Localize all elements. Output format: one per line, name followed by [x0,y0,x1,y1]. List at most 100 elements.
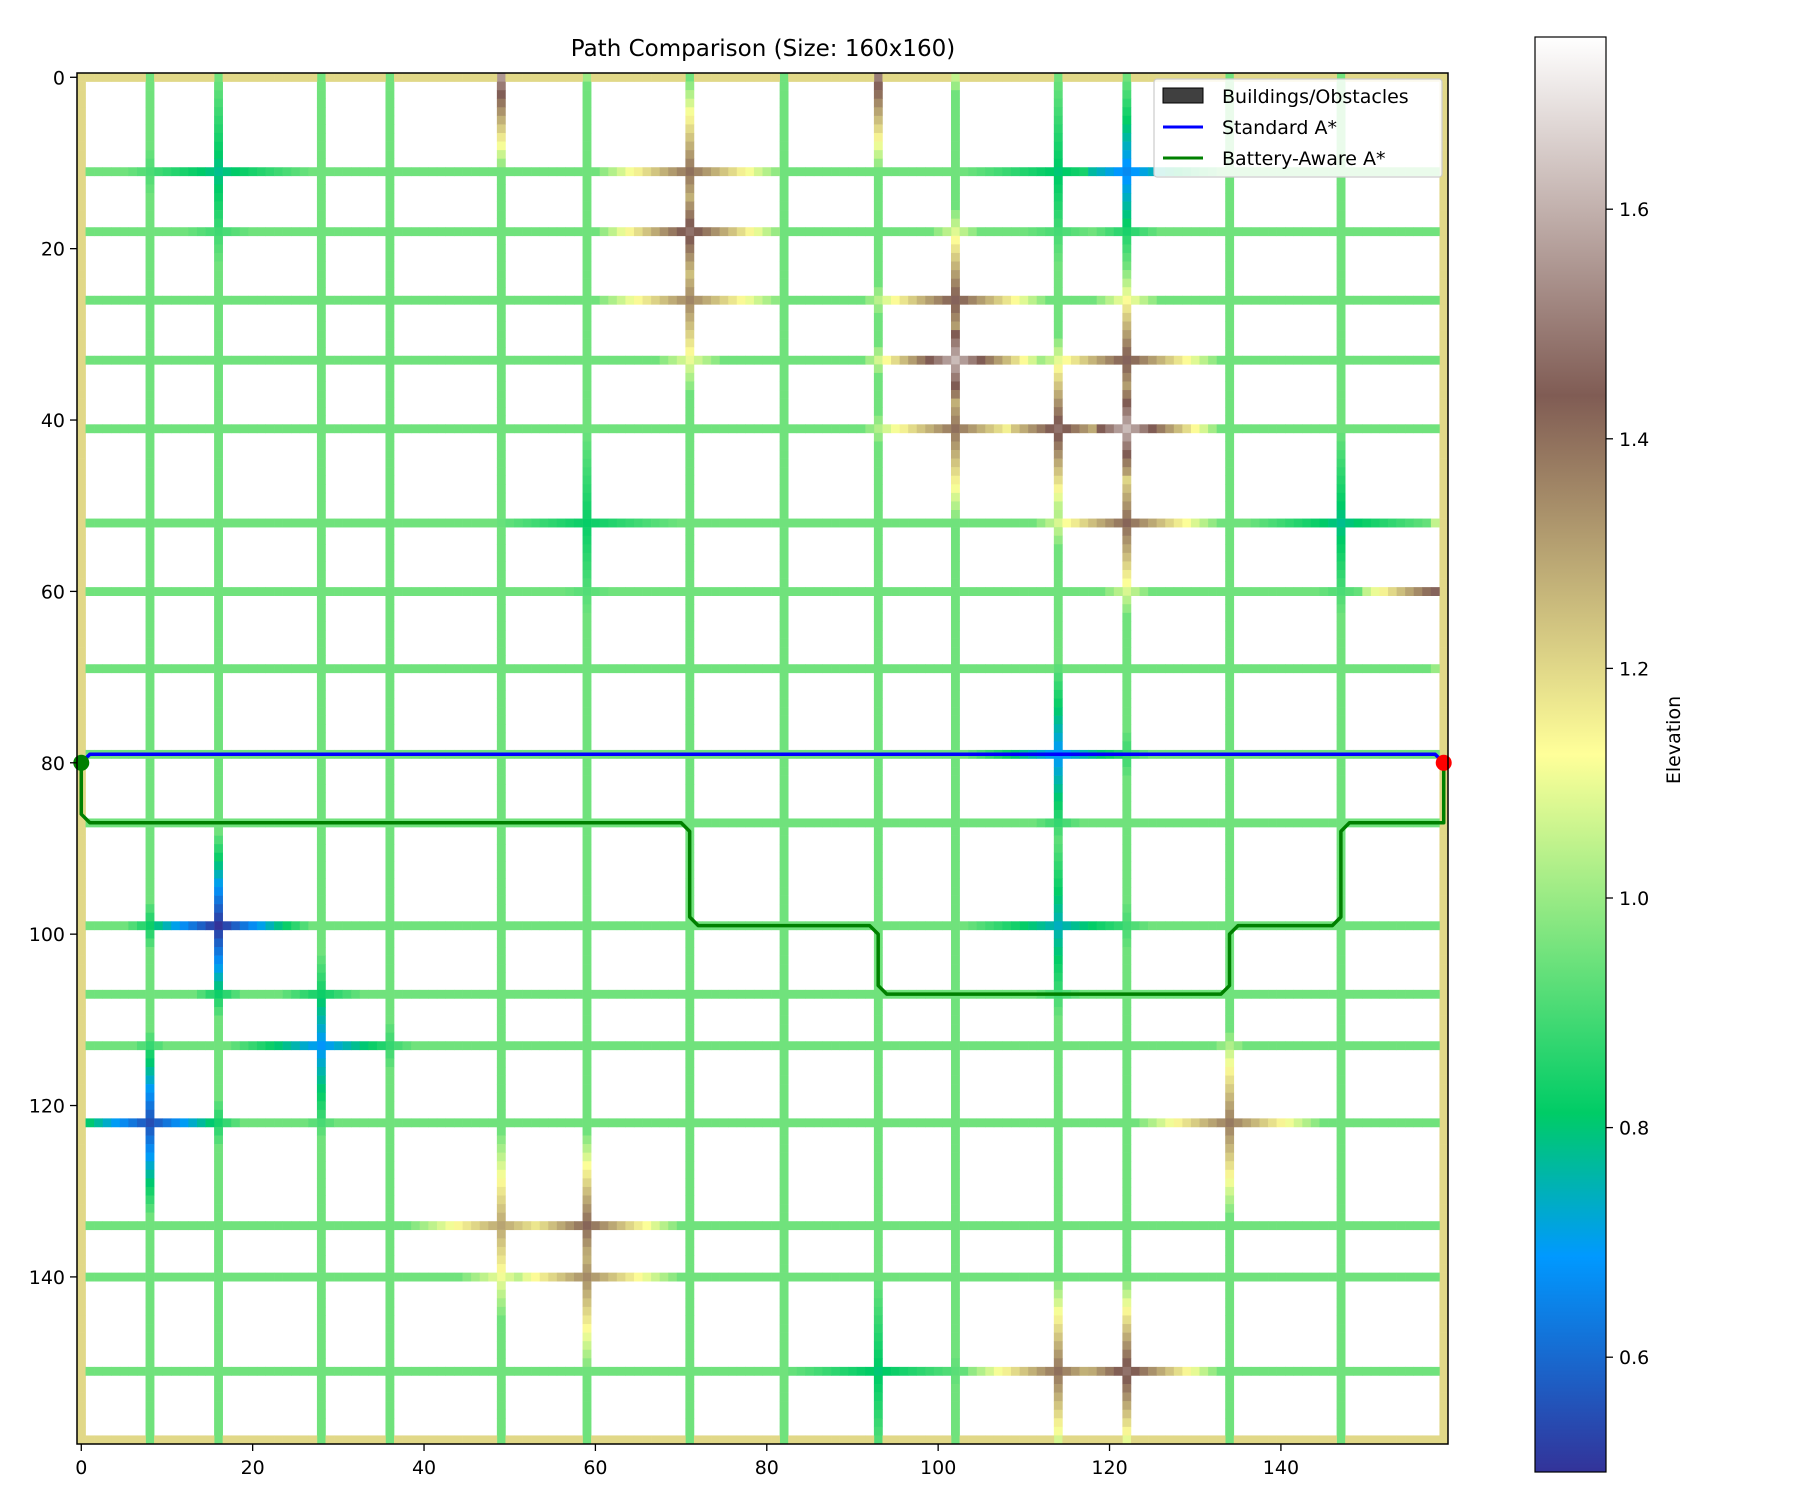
road-cell [685,141,695,151]
road-cell [1079,1272,1089,1282]
road-cell [496,1435,506,1445]
road-cell [179,921,189,931]
road-cell [1088,518,1097,528]
road-cell [831,587,840,596]
road-cell [316,1375,326,1385]
road-cell [728,73,738,82]
road-cell [805,295,815,305]
road-cell [445,1272,455,1282]
road-cell [77,1401,86,1411]
road-cell [685,1298,695,1308]
road-cell [676,295,686,305]
road-cell [1439,1032,1449,1042]
road-cell [951,167,960,177]
road-cell [1079,227,1089,237]
road-cell [951,535,960,545]
road-cell [1122,390,1132,399]
road-cell [214,741,223,751]
road-cell [951,775,960,785]
road-cell [779,201,789,211]
road-cell [582,1049,592,1059]
road-cell [676,921,686,931]
road-cell [1053,1392,1063,1402]
road-cell [1070,424,1080,434]
road-cell [908,587,918,596]
road-cell [256,518,266,528]
road-cell [951,244,960,254]
road-cell [976,1221,986,1231]
road-cell [385,244,395,254]
road-cell [771,227,780,237]
road-cell [411,518,421,528]
road-cell [779,1384,789,1393]
road-cell [359,295,369,305]
road-cell [1388,1041,1397,1051]
road-cell [214,1144,223,1153]
road-cell [316,1092,326,1102]
road-cell [1053,158,1063,168]
road-cell [1122,1238,1132,1248]
road-cell [77,1246,86,1256]
road-cell [162,1118,172,1128]
road-cell [1053,647,1063,656]
road-cell [873,1204,883,1213]
road-cell [316,664,326,674]
road-cell [1190,921,1200,931]
road-cell [745,818,755,828]
road-cell [891,73,900,82]
road-cell [102,1221,112,1231]
road-cell [1122,827,1132,836]
road-cell [265,989,275,999]
road-cell [1439,1075,1449,1085]
road-cell [316,167,326,177]
road-cell [1439,252,1449,262]
road-cell [94,518,104,528]
road-cell [214,1212,223,1222]
road-cell [1139,227,1149,237]
road-cell [779,1306,789,1316]
road-cell [582,381,592,391]
road-cell [214,1092,223,1102]
road-cell [1439,878,1449,888]
road-cell [1088,818,1097,828]
road-cell [205,355,215,365]
road-cell [951,235,960,245]
road-cell [1053,775,1063,785]
road-cell [1362,1221,1372,1231]
road-cell [813,227,823,237]
road-cell [1439,1418,1449,1428]
road-cell [1370,587,1380,596]
road-cell [162,167,172,177]
road-cell [325,1041,335,1051]
road-cell [1336,1084,1346,1093]
road-cell [214,1341,223,1351]
road-cell [102,1118,112,1128]
road-cell [685,441,695,451]
road-cell [299,1041,309,1051]
road-cell [1268,424,1277,434]
road-cell [1122,1375,1132,1385]
road-cell [1439,955,1449,965]
road-cell [1122,1049,1132,1059]
road-cell [1122,792,1132,802]
road-cell [839,1221,849,1231]
road-cell [573,587,583,596]
road-cell [316,467,326,477]
road-cell [1439,98,1449,108]
road-cell [1088,1272,1097,1282]
road-cell [1328,664,1337,674]
road-cell [514,167,523,177]
road-cell [951,1212,960,1222]
road-cell [1053,235,1063,245]
road-cell [1028,664,1037,674]
road-cell [959,587,969,596]
road-cell [1439,629,1449,639]
road-cell [214,1272,223,1282]
road-cell [1216,355,1226,365]
road-cell [968,1041,978,1051]
road-cell [582,561,592,571]
road-cell [805,355,815,365]
road-cell [282,167,292,177]
road-cell [779,1186,789,1196]
road-cell [951,1049,960,1059]
